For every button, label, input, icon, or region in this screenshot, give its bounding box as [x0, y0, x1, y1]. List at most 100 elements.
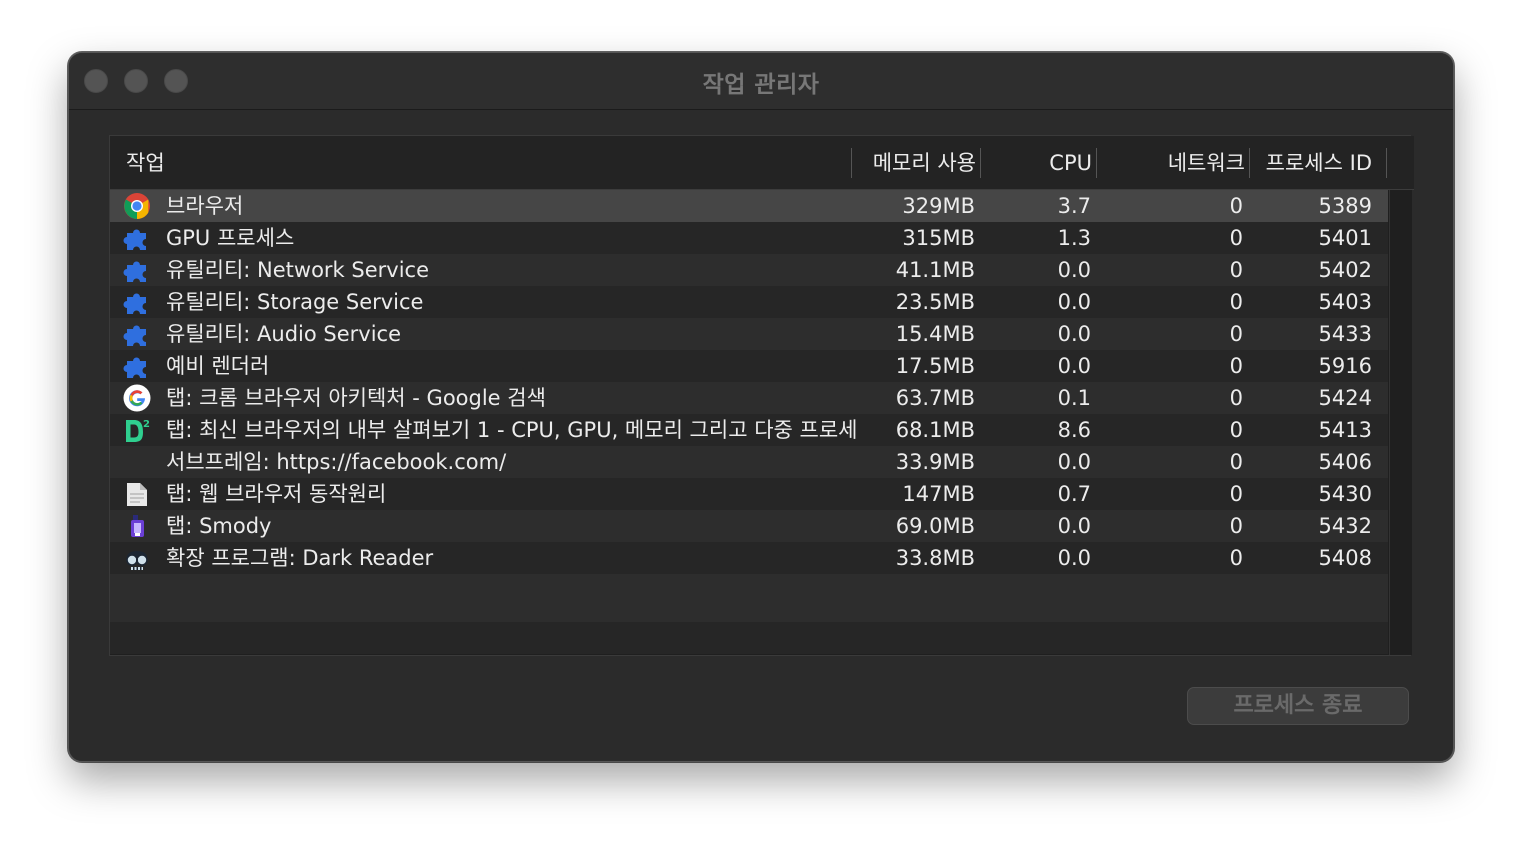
- column-divider[interactable]: [1249, 148, 1250, 178]
- table-row[interactable]: 2 탭: 최신 브라우저의 내부 살펴보기 1 - CPU, GPU, 메모리 …: [110, 414, 1388, 446]
- dark-reader-icon: [126, 551, 148, 570]
- process-id-value: 5389: [1318, 194, 1372, 218]
- cpu-value: 8.6: [1057, 418, 1091, 442]
- task-name: 탭: 크롬 브라우저 아키텍처 - Google 검색: [166, 386, 546, 410]
- cpu-value: 1.3: [1057, 226, 1091, 250]
- network-value: 0: [1229, 322, 1243, 346]
- table-row[interactable]: 탭: 웹 브라우저 동작원리 147MB 0.7 0 5430: [110, 478, 1388, 510]
- process-id-value: 5401: [1318, 226, 1372, 250]
- column-divider[interactable]: [980, 148, 981, 178]
- end-process-button[interactable]: 프로세스 종료: [1187, 687, 1409, 725]
- memory-value: 23.5MB: [895, 290, 975, 314]
- table-row[interactable]: 탭: 크롬 브라우저 아키텍처 - Google 검색 63.7MB 0.1 0…: [110, 382, 1388, 414]
- process-table[interactable]: 작업 메모리 사용량 CPU 네트워크 프로세스 ID 브라: [109, 135, 1414, 656]
- network-value: 0: [1229, 482, 1243, 506]
- document-icon: [127, 483, 147, 506]
- table-row[interactable]: 브라우저 329MB 3.7 0 5389: [110, 190, 1388, 222]
- zoom-window-button[interactable]: [164, 69, 188, 93]
- process-id-value: 5408: [1318, 546, 1372, 570]
- table-row[interactable]: 서브프레임: https://facebook.com/ 33.9MB 0.0 …: [110, 446, 1388, 478]
- cpu-value: 0.0: [1057, 290, 1091, 314]
- task-name: 탭: 최신 브라우저의 내부 살펴보기 1 - CPU, GPU, 메모리 그리…: [166, 418, 856, 442]
- memory-value: 63.7MB: [895, 386, 975, 410]
- network-value: 0: [1229, 546, 1243, 570]
- memory-value: 69.0MB: [895, 514, 975, 538]
- table-row[interactable]: 확장 프로그램: Dark Reader 33.8MB 0.0 0 5408: [110, 542, 1388, 574]
- vertical-scrollbar[interactable]: [1389, 190, 1412, 655]
- cpu-value: 0.0: [1057, 354, 1091, 378]
- cpu-value: 0.7: [1057, 482, 1091, 506]
- memory-value: 15.4MB: [895, 322, 975, 346]
- column-divider[interactable]: [851, 148, 852, 178]
- column-header-task[interactable]: 작업: [126, 151, 165, 175]
- process-id-value: 5433: [1318, 322, 1372, 346]
- table-header: 작업 메모리 사용량 CPU 네트워크 프로세스 ID: [110, 136, 1414, 229]
- table-row[interactable]: GPU 프로세스 315MB 1.3 0 5401: [110, 222, 1388, 254]
- task-name: 탭: 웹 브라우저 동작원리: [166, 482, 387, 506]
- puzzle-icon: [123, 229, 146, 250]
- network-value: 0: [1229, 418, 1243, 442]
- cpu-value: 0.0: [1057, 322, 1091, 346]
- minimize-window-button[interactable]: [124, 69, 148, 93]
- cpu-value: 0.1: [1057, 386, 1091, 410]
- column-divider[interactable]: [1096, 148, 1097, 178]
- table-row[interactable]: 유틸리티: Storage Service 23.5MB 0.0 0 5403: [110, 286, 1388, 318]
- memory-value: 68.1MB: [895, 418, 975, 442]
- task-name: GPU 프로세스: [166, 226, 295, 250]
- task-name: 서브프레임: https://facebook.com/: [166, 450, 507, 474]
- network-value: 0: [1229, 450, 1243, 474]
- task-manager-window: 작업 관리자 작업 메모리 사용량 CPU 네트워크 프로세스 ID: [68, 52, 1454, 762]
- process-id-value: 5402: [1318, 258, 1372, 282]
- task-name: 유틸리티: Network Service: [166, 258, 429, 282]
- column-header-memory[interactable]: 메모리 사용량: [872, 151, 976, 229]
- close-window-button[interactable]: [84, 69, 108, 93]
- puzzle-icon: [123, 261, 146, 282]
- column-header-network[interactable]: 네트워크: [1167, 151, 1245, 175]
- network-value: 0: [1229, 354, 1243, 378]
- column-header-cpu[interactable]: CPU: [1049, 151, 1092, 175]
- network-value: 0: [1229, 194, 1243, 218]
- memory-value: 329MB: [902, 194, 975, 218]
- process-id-value: 5403: [1318, 290, 1372, 314]
- process-rows: 브라우저 329MB 3.7 0 5389 GPU 프로세스 315MB 1.3…: [110, 190, 1388, 654]
- puzzle-icon: [123, 293, 146, 314]
- puzzle-icon: [123, 357, 146, 378]
- task-name: 유틸리티: Storage Service: [166, 290, 424, 314]
- process-id-value: 5430: [1318, 482, 1372, 506]
- cpu-value: 0.0: [1057, 514, 1091, 538]
- empty-row: [110, 574, 1388, 622]
- task-name: 유틸리티: Audio Service: [166, 322, 402, 346]
- title-bar: 작업 관리자: [69, 53, 1453, 110]
- task-name: 브라우저: [166, 194, 244, 218]
- process-id-value: 5406: [1318, 450, 1372, 474]
- memory-value: 315MB: [902, 226, 975, 250]
- process-id-value: 5916: [1318, 354, 1372, 378]
- network-value: 0: [1229, 226, 1243, 250]
- cpu-value: 0.0: [1057, 546, 1091, 570]
- memory-value: 41.1MB: [895, 258, 975, 282]
- network-value: 0: [1229, 290, 1243, 314]
- svg-text:2: 2: [143, 419, 150, 430]
- column-divider: [1386, 148, 1387, 178]
- process-id-value: 5432: [1318, 514, 1372, 538]
- empty-row: [110, 622, 1388, 654]
- network-value: 0: [1229, 514, 1243, 538]
- table-row[interactable]: 예비 렌더러 17.5MB 0.0 0 5916: [110, 350, 1388, 382]
- network-value: 0: [1229, 258, 1243, 282]
- smody-icon: [131, 515, 144, 537]
- table-row[interactable]: 유틸리티: Audio Service 15.4MB 0.0 0 5433: [110, 318, 1388, 350]
- memory-value: 17.5MB: [895, 354, 975, 378]
- google-icon: [123, 384, 151, 412]
- table-row[interactable]: 유틸리티: Network Service 41.1MB 0.0 0 5402: [110, 254, 1388, 286]
- window-title: 작업 관리자: [702, 72, 820, 98]
- table-row[interactable]: 탭: Smody 69.0MB 0.0 0 5432: [110, 510, 1388, 542]
- task-name: 예비 렌더러: [166, 354, 270, 378]
- column-header-process-id[interactable]: 프로세스 ID: [1265, 151, 1372, 175]
- process-id-value: 5424: [1318, 386, 1372, 410]
- cpu-value: 0.0: [1057, 450, 1091, 474]
- cpu-value: 0.0: [1057, 258, 1091, 282]
- memory-value: 33.9MB: [895, 450, 975, 474]
- task-name: 확장 프로그램: Dark Reader: [166, 546, 434, 570]
- d2-icon: 2: [126, 419, 150, 442]
- cpu-value: 3.7: [1057, 194, 1091, 218]
